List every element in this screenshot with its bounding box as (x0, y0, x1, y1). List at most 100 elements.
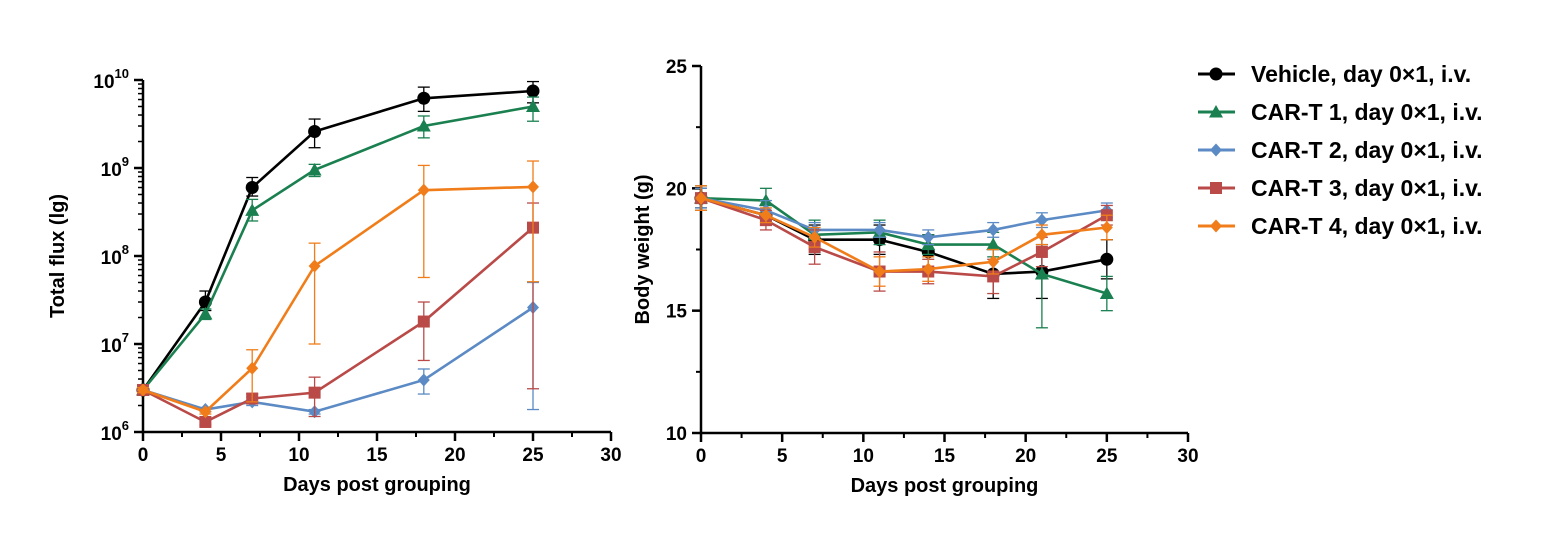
data-point (808, 230, 821, 244)
data-point (873, 223, 886, 237)
y-tick-exponent: 9 (122, 154, 129, 169)
y-tick-exponent: 10 (115, 66, 129, 81)
y-tick-base: 10 (101, 424, 122, 445)
x-tick-label: 5 (777, 446, 788, 467)
data-point (417, 183, 430, 197)
legend-item: CAR-T 2, day 0×1, i.v. (1198, 137, 1483, 163)
series-0 (694, 187, 1114, 300)
legend-marker (1210, 182, 1222, 194)
data-point (1099, 286, 1114, 300)
y-tick-base: 10 (93, 72, 114, 93)
x-tick-label: 0 (696, 446, 707, 467)
data-point (987, 223, 1000, 237)
x-tick-label: 30 (1177, 446, 1198, 467)
data-point (307, 162, 322, 176)
y-tick-label: 106 (101, 418, 129, 445)
data-point (199, 405, 212, 419)
y-tick-label: 25 (666, 57, 688, 78)
data-point (1035, 213, 1048, 227)
x-axis-label: Days post grouping (851, 475, 1039, 497)
data-point (245, 203, 260, 216)
data-point (1035, 245, 1048, 258)
x-tick-label: 20 (1015, 446, 1036, 467)
data-point (308, 386, 321, 399)
data-point (922, 230, 935, 244)
legend: Vehicle, day 0×1, i.v. CAR-T 1, day 0×1, … (1198, 61, 1483, 239)
series-0 (136, 80, 540, 397)
x-tick-label: 0 (138, 445, 149, 466)
data-point (417, 373, 430, 387)
series-1 (136, 96, 540, 396)
data-point (695, 191, 707, 205)
legend-item: CAR-T 1, day 0×1, i.v. (1198, 99, 1483, 125)
data-point (416, 119, 431, 132)
data-point (1034, 266, 1049, 280)
y-tick-label: 1010 (93, 66, 129, 93)
data-point (526, 99, 540, 112)
data-point (1035, 228, 1048, 242)
data-point (1100, 220, 1113, 234)
series-4 (137, 160, 539, 419)
x-tick-label: 20 (444, 445, 465, 466)
y-tick-label: 109 (101, 154, 129, 181)
legend-label: Vehicle, day 0×1, i.v. (1251, 61, 1471, 87)
data-point (308, 124, 322, 138)
data-point (137, 383, 149, 397)
legend-label: CAR-T 4, day 0×1, i.v. (1251, 213, 1483, 239)
legend-item: CAR-T 3, day 0×1, i.v. (1198, 175, 1483, 201)
y-tick-label: 20 (666, 179, 687, 200)
y-tick-base: 10 (101, 160, 122, 181)
data-point (986, 237, 1001, 251)
series-line (700, 196, 1108, 239)
x-tick-label: 5 (216, 445, 227, 466)
data-point (245, 181, 259, 195)
data-point (527, 180, 539, 194)
series-line (700, 196, 1108, 295)
series-line (141, 89, 534, 391)
legend-item: Vehicle, day 0×1, i.v. (1198, 61, 1471, 87)
series-4 (695, 185, 1113, 287)
legend-marker (1209, 67, 1223, 81)
series-line (700, 196, 1107, 273)
data-point (987, 255, 1000, 269)
x-axis-label: Days post grouping (283, 474, 471, 496)
series-1 (694, 185, 1114, 329)
y-axis-label: Body weight (g) (632, 175, 654, 325)
x-tick-label: 10 (853, 446, 874, 467)
x-tick-label: 10 (288, 445, 309, 466)
y-tick-exponent: 8 (122, 242, 129, 257)
legend-marker (1209, 105, 1223, 118)
legend-marker (1210, 143, 1222, 157)
series-2 (695, 187, 1113, 246)
data-point (199, 415, 212, 428)
x-tick-label: 15 (366, 445, 388, 466)
x-tick-label: 25 (1096, 446, 1118, 467)
x-tick-label: 15 (934, 446, 956, 467)
data-point (246, 361, 259, 375)
y-tick-base: 10 (101, 336, 122, 357)
legend-item: CAR-T 4, day 0×1, i.v. (1198, 213, 1483, 239)
legend-label: CAR-T 1, day 0×1, i.v. (1251, 99, 1483, 125)
series-2 (137, 281, 539, 419)
y-tick-label: 10 (666, 424, 687, 445)
data-point (759, 208, 772, 222)
y-tick-base: 10 (101, 248, 122, 269)
data-point (417, 315, 430, 328)
y-tick-exponent: 7 (122, 330, 129, 345)
series-line (142, 185, 534, 414)
series-line (142, 226, 534, 424)
data-point (308, 259, 321, 273)
y-tick-label: 15 (666, 302, 688, 323)
y-tick-exponent: 6 (122, 418, 129, 433)
y-axis-label: Total flux (lg) (47, 194, 69, 318)
data-point (758, 193, 773, 207)
y-tick-label: 108 (101, 242, 129, 269)
data-point (417, 91, 431, 105)
legend-label: CAR-T 3, day 0×1, i.v. (1251, 175, 1483, 201)
x-tick-label: 30 (600, 445, 621, 466)
data-point (922, 262, 935, 276)
data-point (1100, 252, 1114, 266)
series-line (141, 105, 534, 391)
legend-marker (1210, 219, 1222, 233)
